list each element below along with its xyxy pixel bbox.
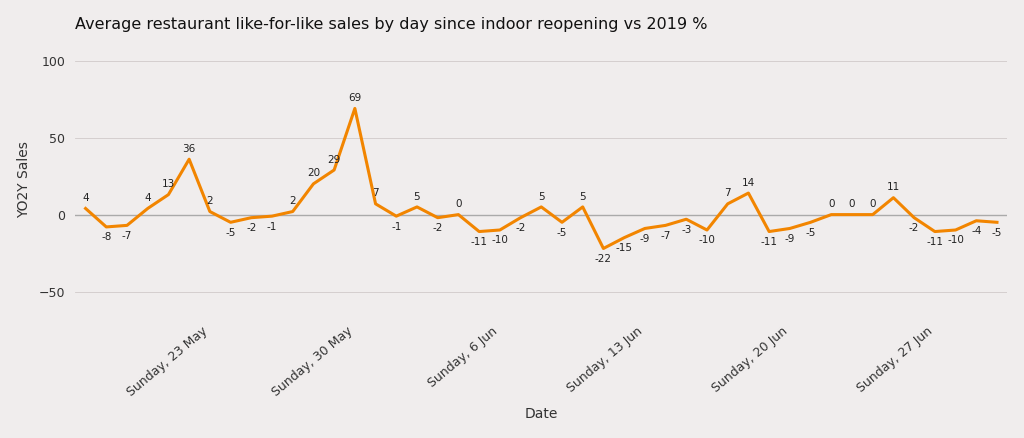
Text: -4: -4	[971, 226, 981, 236]
Text: -3: -3	[681, 225, 691, 235]
Text: -2: -2	[515, 223, 525, 233]
Text: 69: 69	[348, 93, 361, 103]
Text: 0: 0	[849, 199, 855, 209]
Text: -11: -11	[471, 237, 487, 247]
Text: -9: -9	[640, 234, 650, 244]
Text: 5: 5	[580, 191, 586, 201]
Text: -5: -5	[225, 228, 236, 238]
Text: 2: 2	[207, 196, 213, 206]
Text: 14: 14	[741, 178, 755, 187]
Text: 0: 0	[456, 199, 462, 209]
Text: 2: 2	[290, 196, 296, 206]
Text: 4: 4	[144, 193, 151, 203]
Text: -10: -10	[947, 235, 964, 245]
Text: -22: -22	[595, 254, 612, 264]
Text: -5: -5	[805, 228, 816, 238]
Text: -8: -8	[101, 232, 112, 242]
Text: 5: 5	[538, 191, 545, 201]
Text: -11: -11	[927, 237, 943, 247]
Text: -7: -7	[122, 231, 132, 241]
Text: 0: 0	[869, 199, 876, 209]
Y-axis label: YO2Y Sales: YO2Y Sales	[16, 141, 31, 219]
Text: -15: -15	[615, 243, 633, 253]
X-axis label: Date: Date	[524, 407, 558, 421]
Text: 11: 11	[887, 182, 900, 192]
Text: 0: 0	[828, 199, 835, 209]
Text: 36: 36	[182, 144, 196, 154]
Text: -2: -2	[909, 223, 920, 233]
Text: -9: -9	[784, 234, 795, 244]
Text: 13: 13	[162, 179, 175, 189]
Text: -1: -1	[391, 222, 401, 232]
Text: -7: -7	[660, 231, 671, 241]
Text: 5: 5	[414, 191, 420, 201]
Text: 4: 4	[82, 193, 89, 203]
Text: -10: -10	[698, 235, 716, 245]
Text: 7: 7	[373, 188, 379, 198]
Text: 20: 20	[307, 169, 319, 178]
Text: -10: -10	[492, 235, 508, 245]
Text: -2: -2	[246, 223, 256, 233]
Text: -5: -5	[992, 228, 1002, 238]
Text: -11: -11	[761, 237, 777, 247]
Text: 29: 29	[328, 155, 341, 165]
Text: -2: -2	[432, 223, 443, 233]
Text: 7: 7	[724, 188, 731, 198]
Text: -5: -5	[557, 228, 567, 238]
Text: -1: -1	[267, 222, 278, 232]
Text: Average restaurant like-for-like sales by day since indoor reopening vs 2019 %: Average restaurant like-for-like sales b…	[75, 17, 708, 32]
